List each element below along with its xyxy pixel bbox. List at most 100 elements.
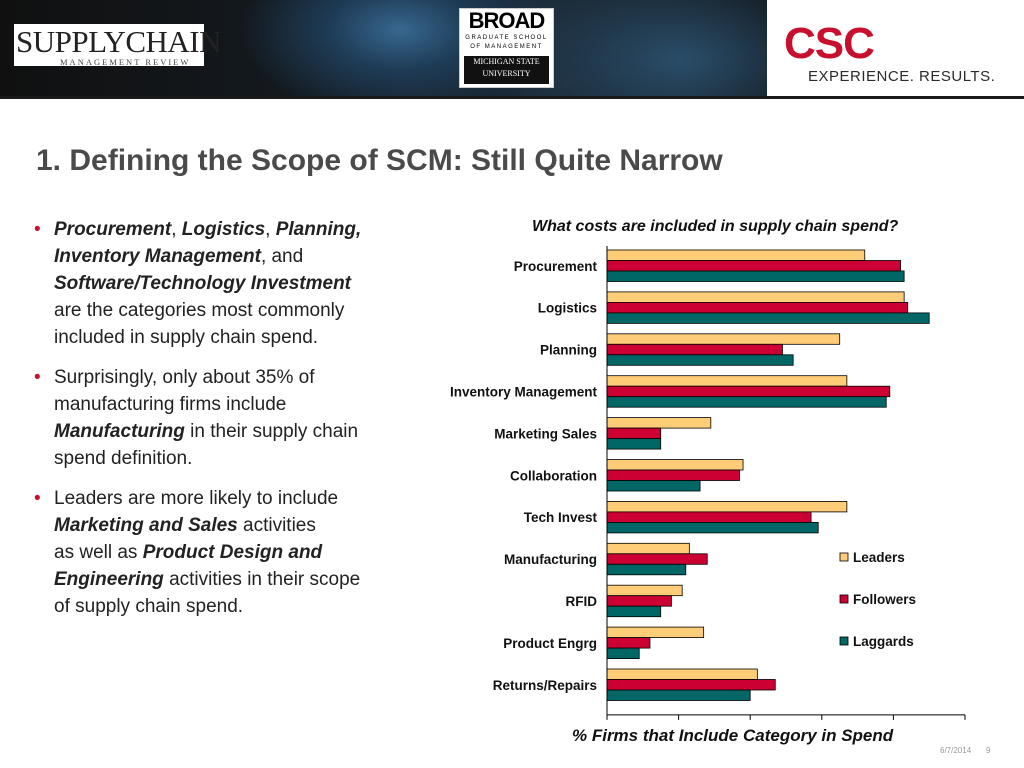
- bullet-3-emphasis-product: Product Design and: [142, 542, 323, 563]
- bar-followers-rfid: [606, 595, 672, 607]
- broad-logo-title: BROAD: [468, 8, 546, 33]
- bar-leaders-tech-invest: [606, 500, 848, 513]
- bar-followers-collaboration: [606, 469, 740, 481]
- page-number: 9: [986, 746, 991, 755]
- y-tick-label-rfid: RFID: [566, 594, 598, 609]
- bullet-1-emphasis-planning: Planning,: [275, 219, 362, 240]
- bullet-3-emphasis-marketing: Marketing and Sales: [54, 515, 238, 536]
- bar-leaders-returns-repairs: [606, 668, 758, 680]
- bar-followers-procurement: [606, 260, 901, 272]
- bullet-list: • Procurement, Logistics, Planning, Inve…: [34, 216, 434, 633]
- bullet-1-text-line1: are the categories most commonly: [54, 300, 345, 321]
- legend-swatch-leaders: [839, 552, 849, 562]
- header-divider: [0, 96, 1024, 99]
- bar-leaders-logistics: [606, 291, 905, 303]
- scm-logo-sub-text: MANAGEMENT REVIEW: [60, 57, 191, 67]
- bar-leaders-manufacturing: [606, 542, 690, 555]
- header-banner: SUPPLYCHAIN MANAGEMENT REVIEW BROAD GRAD…: [0, 0, 1024, 99]
- bullet-3-emphasis-engineering: Engineering: [54, 569, 164, 590]
- y-tick-label-marketing-sales: Marketing Sales: [494, 426, 597, 441]
- slide-title: 1. Defining the Scope of SCM: Still Quit…: [36, 144, 723, 177]
- bar-followers-manufacturing: [606, 553, 708, 565]
- bullet-1-sep2: ,: [265, 219, 276, 240]
- bullet-3-line2: activities: [237, 515, 316, 536]
- broad-logo-line1: GRADUATE SCHOOL: [465, 35, 548, 41]
- y-tick-label-inventory-management: Inventory Management: [450, 384, 598, 399]
- bar-leaders-rfid: [606, 584, 683, 597]
- bullet-dot: •: [34, 219, 41, 240]
- legend-swatch-followers: [839, 594, 849, 604]
- bullet-item-3: • Leaders are more likely to include Mar…: [34, 485, 434, 620]
- bullet-1-text-line2: included in supply chain spend.: [54, 327, 319, 348]
- bar-laggards-collaboration: [606, 480, 701, 492]
- bar-followers-inventory-management: [606, 385, 891, 398]
- bullet-dot: •: [34, 488, 41, 509]
- broad-school-logo: BROAD GRADUATE SCHOOL OF MANAGEMENT MICH…: [459, 8, 554, 88]
- chart-title: What costs are included in supply chain …: [532, 218, 899, 235]
- broad-logo-line2: OF MANAGEMENT: [470, 44, 543, 50]
- bar-laggards-manufacturing: [606, 563, 687, 576]
- bar-laggards-rfid: [606, 605, 662, 618]
- bar-followers-tech-invest: [606, 511, 812, 523]
- bar-leaders-product-engrg: [606, 626, 705, 639]
- bar-laggards-returns-repairs: [606, 689, 751, 701]
- bullet-3-line5: of supply chain spend.: [54, 596, 244, 617]
- legend-label-followers: Followers: [853, 592, 916, 607]
- y-tick-label-collaboration: Collaboration: [510, 468, 597, 483]
- bullet-2-line3: in their supply chain: [184, 421, 359, 442]
- bar-leaders-marketing-sales: [606, 417, 712, 429]
- bar-laggards-tech-invest: [606, 521, 819, 534]
- bullet-1-sep3: , and: [260, 246, 304, 267]
- michigan-state-logo: MICHIGAN STATE UNIVERSITY: [464, 56, 549, 84]
- bullet-2-line4: spend definition.: [54, 448, 193, 469]
- bar-leaders-procurement: [606, 249, 866, 261]
- y-tick-label-procurement: Procurement: [514, 259, 598, 274]
- bar-laggards-product-engrg: [606, 647, 640, 660]
- supply-chain-spend-chart: What costs are included in supply chain …: [426, 210, 1016, 760]
- bullet-item-1: • Procurement, Logistics, Planning, Inve…: [34, 216, 434, 351]
- bullet-3-line4: activities in their scope: [163, 569, 361, 590]
- footer-date: 6/7/2014: [940, 746, 972, 755]
- bar-followers-planning: [606, 343, 783, 356]
- y-tick-label-returns-repairs: Returns/Repairs: [493, 678, 597, 693]
- bar-laggards-planning: [606, 354, 794, 366]
- csc-logo: CSC: [784, 19, 875, 68]
- bullet-1-sep1: ,: [171, 219, 182, 240]
- bar-followers-marketing-sales: [606, 427, 662, 440]
- chart-x-axis-label: % Firms that Include Category in Spend: [572, 726, 894, 745]
- y-tick-label-tech-invest: Tech Invest: [524, 510, 598, 525]
- legend-label-laggards: Laggards: [853, 634, 914, 649]
- bullet-2-line1: Surprisingly, only about 35% of: [54, 367, 315, 388]
- supply-chain-management-review-logo: SUPPLYCHAIN MANAGEMENT REVIEW: [14, 24, 222, 67]
- bar-followers-returns-repairs: [606, 679, 776, 691]
- bar-laggards-logistics: [606, 312, 930, 324]
- y-tick-label-logistics: Logistics: [538, 301, 597, 316]
- bar-leaders-inventory-management: [606, 375, 848, 387]
- bullet-1-emphasis-inventory: Inventory Management: [54, 246, 261, 267]
- scm-logo-main-text: SUPPLYCHAIN: [16, 24, 222, 59]
- bar-followers-logistics: [606, 302, 909, 314]
- bullet-1-emphasis-logistics: Logistics: [181, 219, 266, 240]
- legend-label-leaders: Leaders: [853, 550, 905, 565]
- msu-line2: UNIVERSITY: [482, 69, 531, 78]
- msu-line1: MICHIGAN STATE: [473, 57, 540, 66]
- bullet-item-2: • Surprisingly, only about 35% of manufa…: [34, 364, 434, 472]
- bar-followers-product-engrg: [606, 637, 651, 649]
- bar-leaders-collaboration: [606, 459, 744, 471]
- csc-tagline: EXPERIENCE. RESULTS.: [808, 68, 996, 85]
- legend-swatch-laggards: [839, 636, 849, 646]
- y-tick-label-product-engrg: Product Engrg: [503, 636, 597, 651]
- y-tick-label-planning: Planning: [540, 343, 597, 358]
- bar-leaders-planning: [606, 333, 841, 345]
- bullet-2-line2: manufacturing firms include: [54, 394, 287, 415]
- bar-laggards-inventory-management: [606, 396, 887, 408]
- bullet-1-emphasis-procurement: Procurement: [54, 219, 172, 240]
- chart-canvas: Procurement Logistics Planning Inventory Ma…: [450, 246, 966, 720]
- bullet-1-emphasis-software: Software/Technology Investment: [54, 273, 352, 294]
- bar-laggards-marketing-sales: [606, 438, 662, 450]
- bullet-3-line3: as well as: [54, 542, 143, 563]
- bullet-dot: •: [34, 367, 41, 388]
- y-tick-label-manufacturing: Manufacturing: [504, 552, 597, 567]
- bullet-2-emphasis: Manufacturing: [54, 421, 185, 442]
- bar-laggards-procurement: [606, 270, 905, 282]
